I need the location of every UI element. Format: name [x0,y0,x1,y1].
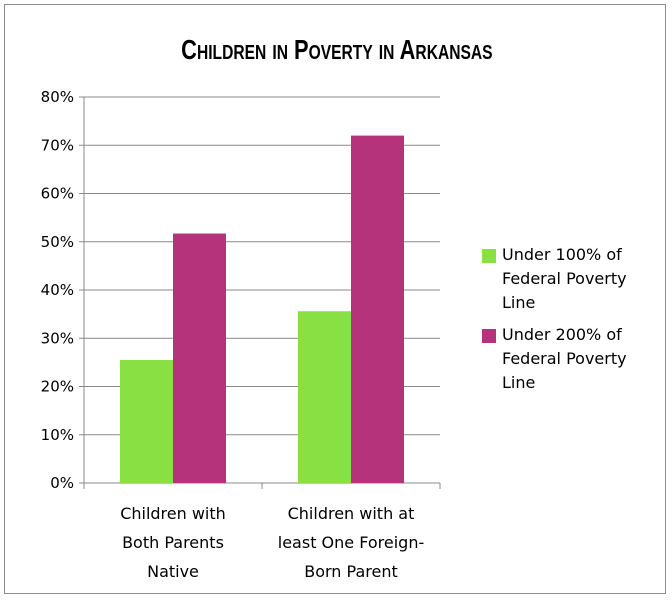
legend-swatch-under-200 [482,329,496,343]
y-tick-label: 10% [41,426,74,444]
x-tick-label: Children with at [288,504,415,523]
y-tick-label: 70% [41,136,74,154]
x-tick-label: Children with [120,504,226,523]
legend-label-under-100: Under 100% of Federal Poverty Line [502,245,627,312]
y-tick-label: 40% [41,281,74,299]
bar-under-100 [298,311,351,483]
y-tick-label: 30% [41,329,74,347]
x-tick-label: Born Parent [304,562,398,581]
chart-title: Children in Poverty in Arkansas [181,34,493,65]
y-tick-label: 20% [41,378,74,396]
legend-swatch-under-100 [482,249,496,263]
legend-item-under-100: Under 100% of Federal Poverty Line [482,243,662,315]
legend-label-under-200: Under 200% of Federal Poverty Line [502,325,627,392]
y-tick-label: 60% [41,185,74,203]
x-tick-label: least One Foreign- [278,533,424,552]
legend: Under 100% of Federal Poverty Line Under… [482,243,662,395]
y-tick-label: 0% [50,474,74,492]
x-tick-label: Both Parents [122,533,224,552]
bar-under-100 [120,359,173,483]
bar-under-200 [173,233,226,483]
y-tick-label: 80% [41,88,74,106]
bar-under-200 [351,135,404,483]
chart-frame [4,4,666,594]
y-tick-label: 50% [41,233,74,251]
x-tick-label: Native [147,562,199,581]
legend-item-under-200: Under 200% of Federal Poverty Line [482,323,662,395]
